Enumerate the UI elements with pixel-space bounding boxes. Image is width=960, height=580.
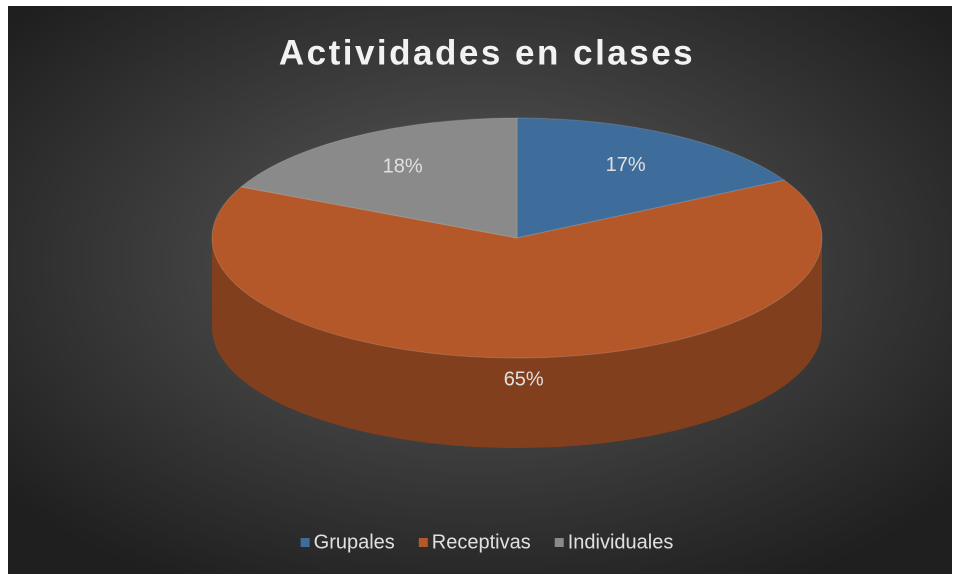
slice [239,117,518,239]
data-label: 17% [606,154,646,176]
legend-label: Grupales [314,531,395,553]
data-label: 65% [504,369,544,391]
legend-label: Individuales [568,531,674,553]
slice [211,179,823,359]
legend: Grupales Receptivas Individuales [300,531,674,553]
legend-swatch [300,538,310,547]
legend-swatch [554,538,564,547]
legend-label: Receptivas [432,531,531,553]
slice-side [212,238,822,448]
legend-swatch [418,538,428,547]
pie: 17% 65% 18% [211,117,823,448]
slice [516,117,786,239]
chart-title: Actividades en clases [279,33,695,72]
data-label: 18% [383,155,423,177]
